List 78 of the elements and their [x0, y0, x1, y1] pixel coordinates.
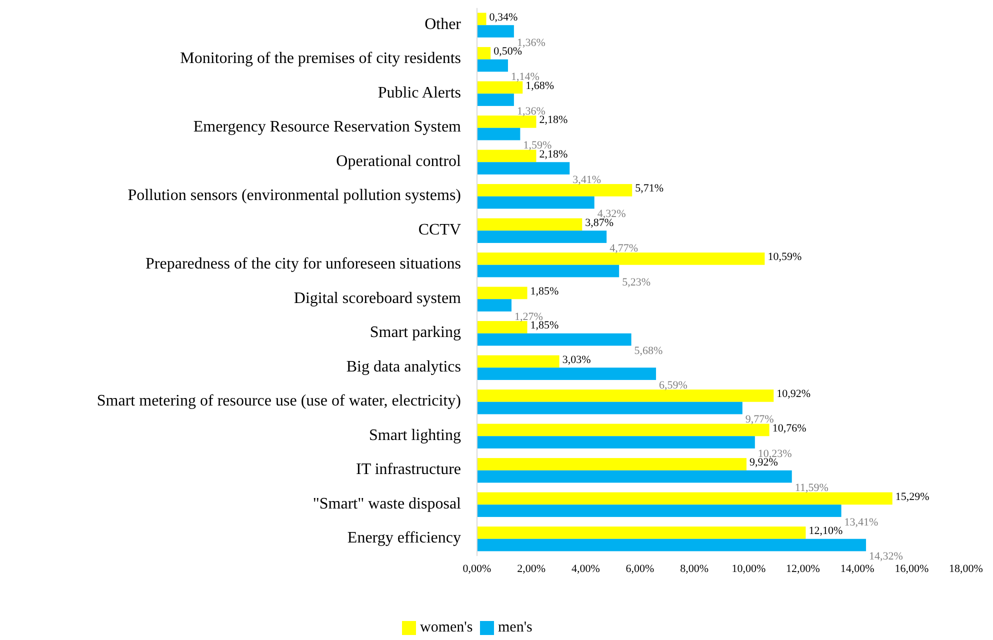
legend-label: women's — [420, 619, 473, 636]
bar — [477, 436, 755, 448]
data-label: 4,77% — [610, 242, 638, 254]
bar — [477, 230, 607, 243]
bar — [477, 526, 806, 539]
data-label: 10,92% — [776, 388, 811, 400]
data-label: 5,71% — [635, 182, 664, 195]
bar — [477, 264, 620, 278]
data-label: 3,03% — [562, 354, 591, 366]
bar — [477, 128, 520, 140]
bar — [477, 424, 770, 436]
bar — [477, 299, 512, 312]
bar — [477, 116, 536, 128]
y-tick-label: Big data analytics — [346, 358, 461, 376]
y-tick-label: Energy efficiency — [347, 530, 461, 547]
bar — [477, 492, 892, 505]
data-label: 6,59% — [659, 379, 688, 392]
bar — [477, 252, 765, 265]
bar — [477, 196, 594, 209]
data-label: 10,76% — [772, 422, 806, 434]
y-tick-label: Other — [424, 16, 462, 33]
y-tick-label: Digital scoreboard system — [294, 290, 462, 307]
bar — [477, 47, 491, 60]
y-tick-label: Smart metering of resource use (use of water, electricity) — [96, 392, 461, 410]
bar — [477, 286, 528, 300]
x-tick-label: 0,00% — [462, 563, 492, 575]
data-label: 1,68% — [526, 80, 554, 92]
x-tick-label: 10,00% — [732, 563, 766, 575]
y-tick-label: IT infrastructure — [356, 461, 461, 478]
y-tick-label: "Smart" waste disposal — [312, 495, 462, 512]
y-tick-label: Pollution sensors (environmental pollution systems) — [128, 187, 461, 204]
data-label: 12,10% — [808, 525, 843, 538]
y-tick-label: Public Alerts — [378, 84, 461, 102]
data-label: 13,41% — [844, 516, 878, 528]
x-tick-label: 8,00% — [680, 563, 709, 575]
data-label: 1,85% — [530, 285, 559, 298]
x-tick-label: 12,00% — [786, 563, 820, 575]
bar — [477, 368, 656, 380]
bar — [477, 333, 632, 346]
y-tick-label: CCTV — [418, 221, 462, 238]
y-tick-label: Monitoring of the premises of city residents — [180, 50, 461, 68]
bar — [477, 162, 570, 174]
x-tick-label: 6,00% — [626, 563, 654, 575]
bar — [477, 390, 774, 402]
bar — [477, 470, 792, 483]
x-tick-label: 16,00% — [894, 563, 929, 575]
y-tick-label: Smart parking — [370, 324, 461, 342]
legend-label: men's — [498, 619, 533, 636]
y-tick-label: Smart lighting — [369, 426, 461, 444]
data-label: 9,77% — [745, 414, 774, 426]
bar — [477, 504, 842, 517]
data-label: 3,41% — [572, 174, 602, 186]
bar — [477, 59, 508, 72]
bar — [477, 458, 746, 470]
data-label: 10,59% — [768, 251, 802, 264]
data-label: 5,23% — [622, 276, 651, 289]
bar — [477, 321, 528, 334]
bar — [477, 184, 632, 196]
bar — [477, 218, 582, 231]
bar — [477, 538, 866, 552]
x-tick-label: 18,00% — [949, 563, 983, 575]
data-label: 5,68% — [634, 345, 663, 358]
bar — [477, 355, 560, 368]
x-tick-label: 4,00% — [571, 563, 600, 575]
data-label: 0,34% — [489, 11, 518, 24]
bar — [477, 94, 514, 106]
bar — [477, 81, 523, 94]
bar — [477, 25, 514, 38]
x-tick-label: 14,00% — [840, 563, 874, 575]
y-tick-label: Operational control — [336, 152, 462, 170]
y-tick-label: Preparedness of the city for unforeseen situations — [146, 256, 461, 273]
data-label: 14,32% — [869, 550, 903, 563]
bar — [477, 150, 536, 162]
data-label: 11,59% — [794, 482, 828, 494]
bar — [477, 402, 742, 414]
data-label: 15,29% — [895, 490, 930, 503]
y-tick-label: Emergency Resource Reservation System — [193, 118, 462, 136]
x-tick-label: 2,00% — [517, 563, 546, 575]
